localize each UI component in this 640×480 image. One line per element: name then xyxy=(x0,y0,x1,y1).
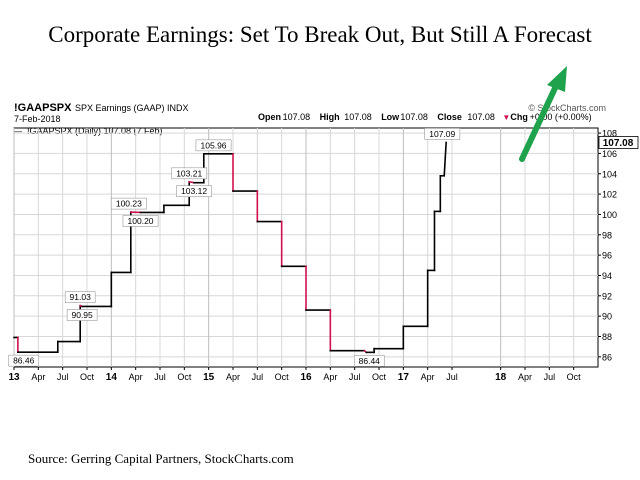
y-tick-label: 98 xyxy=(602,230,612,240)
x-tick-label: Apr xyxy=(31,372,45,382)
x-tick-label: Oct xyxy=(372,372,387,382)
ohlc-label: Open xyxy=(258,112,281,122)
x-tick-label: Oct xyxy=(80,372,95,382)
x-tick-label: Jul xyxy=(252,372,264,382)
y-tick-label: 90 xyxy=(602,312,612,322)
grid xyxy=(13,128,598,367)
data-label: 86.46 xyxy=(13,356,35,366)
data-label: 90.95 xyxy=(71,310,93,320)
x-tick-label: Jul xyxy=(57,372,69,382)
symbol-label: !GAAPSPX xyxy=(14,102,72,114)
forecast-arrow-head xyxy=(547,66,567,92)
last-value-box xyxy=(598,136,639,149)
y-tick-label: 92 xyxy=(602,291,612,301)
ohlc-label: Chg xyxy=(510,112,528,122)
x-tick-label: Jul xyxy=(544,372,556,382)
data-label: 103.21 xyxy=(176,168,202,178)
data-label: 91.03 xyxy=(70,292,92,302)
y-tick-label: 86 xyxy=(602,352,612,362)
forecast-arrow xyxy=(519,66,567,162)
chart-header: !GAAPSPX SPX Earnings (GAAP) INDX 7-Feb-… xyxy=(14,102,606,136)
y-tick-label: 104 xyxy=(602,169,617,179)
x-tick-label: Oct xyxy=(275,372,290,382)
headline: Corporate Earnings: Set To Break Out, Bu… xyxy=(48,22,592,47)
data-label-box xyxy=(8,354,40,367)
x-tick-label: Apr xyxy=(226,372,240,382)
y-tick-label: 88 xyxy=(602,332,612,342)
y-tick-label: 108 xyxy=(602,129,617,139)
date-label: 7-Feb-2018 xyxy=(14,114,61,124)
ohlc-value: 107.08 xyxy=(400,112,428,122)
data-label-box xyxy=(64,291,96,303)
x-tick-label: 15 xyxy=(203,372,215,383)
data-label-box xyxy=(110,197,147,210)
index-name-label: SPX Earnings (GAAP) INDX xyxy=(75,103,189,113)
last-value-label: 107.08 xyxy=(603,138,634,149)
source-note: Source: Gerring Capital Partners, StockC… xyxy=(28,451,294,466)
data-label-box xyxy=(122,215,159,227)
data-label: 107.09 xyxy=(429,129,455,139)
series-layer xyxy=(13,141,448,354)
x-tick-label: Apr xyxy=(518,372,532,382)
legend-line-glyph: — xyxy=(14,127,22,136)
series-segment xyxy=(188,180,196,184)
data-label: 86.44 xyxy=(359,356,381,366)
x-tick-label: Apr xyxy=(421,372,435,382)
series-segment xyxy=(443,141,448,177)
legend-label: !GAAPSPX (Daily) 107.08 (7 Feb) xyxy=(27,126,163,136)
y-tick-label: 102 xyxy=(602,190,617,200)
x-tick-label: Oct xyxy=(177,372,192,382)
y-tick-label: 106 xyxy=(602,149,617,159)
ohlc-value: +0.00 (+0.00%) xyxy=(530,112,592,122)
x-tick-label: 13 xyxy=(8,372,20,383)
x-tick-label: 14 xyxy=(106,372,118,383)
y-axis: 86 88 90 92 94 96 98 100 102 104 106 108 xyxy=(598,129,617,362)
data-label: 103.12 xyxy=(181,186,207,196)
x-axis: 13 Apr Jul Oct 14 Apr Jul Oct 15 Apr Jul Oct 16 Apr Ju… xyxy=(8,367,581,383)
ohlc-label: Low xyxy=(381,112,400,122)
data-label: 100.20 xyxy=(128,216,154,226)
y-tick-label: 96 xyxy=(602,251,612,261)
data-label-box xyxy=(176,185,212,198)
y-tick-label: 100 xyxy=(602,210,617,220)
x-tick-label: Apr xyxy=(129,372,143,382)
x-tick-label: Apr xyxy=(323,372,337,382)
data-label-box xyxy=(353,355,385,367)
data-label-box xyxy=(195,139,232,152)
data-label: 105.96 xyxy=(201,140,227,150)
data-label-box xyxy=(171,167,208,180)
forecast-arrow-shaft xyxy=(519,83,559,162)
ohlc-row: Open 107.08 High 107.08 Low 107.08 Close 107.08… xyxy=(258,112,592,122)
x-tick-label: 16 xyxy=(300,372,312,383)
x-tick-label: 17 xyxy=(398,372,410,383)
brand-label: © StockCharts.com xyxy=(528,103,606,113)
data-label-box xyxy=(424,128,461,140)
last-value-tag: 107.08 xyxy=(598,136,639,149)
x-tick-label: Jul xyxy=(349,372,361,382)
data-label: 100.23 xyxy=(116,199,142,209)
y-tick-label: 94 xyxy=(602,271,612,281)
ohlc-label: High xyxy=(320,112,340,122)
x-tick-label: Jul xyxy=(154,372,166,382)
chg-arrow-icon: ▼ xyxy=(502,113,510,122)
data-label-box xyxy=(66,309,98,321)
x-tick-label: 18 xyxy=(495,372,507,383)
ohlc-value: 107.08 xyxy=(283,112,311,122)
ohlc-value: 107.08 xyxy=(344,112,372,122)
ohlc-value: 107.08 xyxy=(467,112,495,122)
x-tick-label: Jul xyxy=(446,372,458,382)
annotation-layer: 86.46 91.03 90.95 100.23 100.20 103.21 103.12 1… xyxy=(8,128,461,367)
ohlc-label: Close xyxy=(437,112,462,122)
x-tick-label: Oct xyxy=(567,372,582,382)
